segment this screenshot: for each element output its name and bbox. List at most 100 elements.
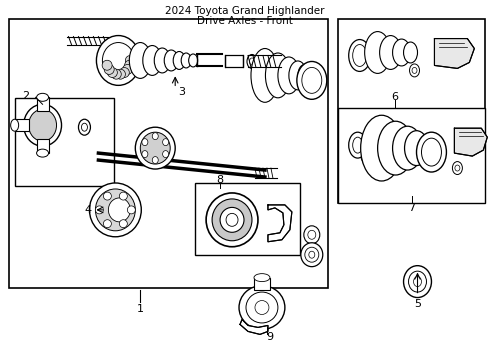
Ellipse shape [254, 274, 270, 282]
Text: 8: 8 [217, 175, 223, 185]
Ellipse shape [28, 109, 56, 141]
Ellipse shape [129, 42, 151, 78]
Ellipse shape [181, 53, 191, 68]
Ellipse shape [360, 125, 390, 171]
Ellipse shape [404, 42, 417, 63]
Ellipse shape [152, 133, 158, 140]
Ellipse shape [125, 55, 135, 66]
Ellipse shape [108, 198, 130, 222]
Ellipse shape [298, 64, 312, 86]
Bar [9, 19, 328, 288]
Bar [225, 55, 243, 67]
Ellipse shape [142, 150, 148, 158]
Ellipse shape [409, 271, 426, 292]
Text: 3: 3 [179, 87, 186, 97]
Ellipse shape [142, 139, 148, 146]
Ellipse shape [255, 301, 269, 315]
Ellipse shape [251, 49, 279, 102]
Ellipse shape [164, 50, 178, 71]
Ellipse shape [81, 123, 87, 131]
Ellipse shape [392, 126, 422, 170]
Ellipse shape [102, 42, 134, 78]
Ellipse shape [301, 243, 323, 267]
Ellipse shape [353, 45, 367, 67]
Ellipse shape [173, 51, 185, 69]
Polygon shape [268, 205, 292, 242]
Ellipse shape [302, 67, 322, 93]
Ellipse shape [143, 45, 162, 75]
Ellipse shape [278, 57, 300, 94]
Polygon shape [240, 319, 268, 334]
Ellipse shape [226, 213, 238, 226]
Ellipse shape [103, 192, 111, 200]
Bar [338, 108, 485, 203]
Ellipse shape [247, 54, 257, 68]
Bar [254, 278, 270, 289]
Ellipse shape [361, 115, 403, 181]
Ellipse shape [120, 192, 127, 200]
Ellipse shape [353, 137, 363, 153]
Ellipse shape [163, 139, 169, 146]
Polygon shape [435, 39, 474, 68]
Ellipse shape [349, 40, 370, 71]
Ellipse shape [392, 39, 411, 66]
Ellipse shape [416, 132, 446, 172]
Text: 9: 9 [267, 332, 273, 342]
Ellipse shape [37, 149, 49, 157]
Ellipse shape [239, 285, 285, 329]
Ellipse shape [24, 104, 62, 146]
Ellipse shape [120, 68, 129, 77]
Ellipse shape [116, 69, 125, 79]
Bar [15, 119, 28, 131]
Ellipse shape [90, 183, 141, 237]
Text: 2: 2 [22, 91, 29, 101]
Ellipse shape [122, 64, 132, 75]
Ellipse shape [104, 64, 114, 75]
Ellipse shape [308, 230, 316, 239]
Ellipse shape [249, 58, 254, 65]
Ellipse shape [120, 220, 127, 228]
Ellipse shape [135, 127, 175, 169]
Ellipse shape [364, 131, 386, 165]
Bar [37, 97, 49, 111]
Polygon shape [454, 128, 488, 156]
Ellipse shape [289, 61, 307, 90]
Ellipse shape [405, 131, 428, 166]
Ellipse shape [455, 165, 460, 171]
Ellipse shape [127, 206, 135, 214]
Ellipse shape [297, 62, 327, 99]
Ellipse shape [140, 132, 170, 164]
Ellipse shape [365, 32, 391, 73]
Ellipse shape [152, 157, 158, 163]
Text: 7: 7 [408, 203, 415, 213]
Ellipse shape [124, 60, 135, 70]
Bar [195, 183, 300, 255]
Text: 6: 6 [391, 92, 398, 102]
Ellipse shape [103, 220, 111, 228]
Bar [37, 139, 49, 153]
Ellipse shape [404, 266, 432, 298]
Text: 4: 4 [85, 205, 92, 215]
Bar [338, 19, 485, 203]
Ellipse shape [11, 119, 19, 131]
Ellipse shape [412, 67, 417, 73]
Ellipse shape [246, 292, 278, 323]
Ellipse shape [452, 162, 463, 175]
Ellipse shape [305, 247, 319, 262]
Ellipse shape [220, 207, 244, 232]
Text: Drive Axles - Front: Drive Axles - Front [197, 15, 293, 26]
Text: 5: 5 [414, 298, 421, 309]
Ellipse shape [111, 69, 121, 79]
Ellipse shape [102, 60, 112, 70]
Ellipse shape [107, 68, 118, 77]
Ellipse shape [163, 150, 169, 158]
Ellipse shape [96, 206, 103, 214]
Ellipse shape [96, 189, 135, 231]
Ellipse shape [414, 276, 421, 287]
Ellipse shape [97, 36, 140, 85]
Ellipse shape [189, 54, 197, 67]
Text: 1: 1 [137, 305, 144, 315]
Ellipse shape [421, 138, 441, 166]
Ellipse shape [78, 119, 91, 135]
Ellipse shape [380, 36, 401, 69]
